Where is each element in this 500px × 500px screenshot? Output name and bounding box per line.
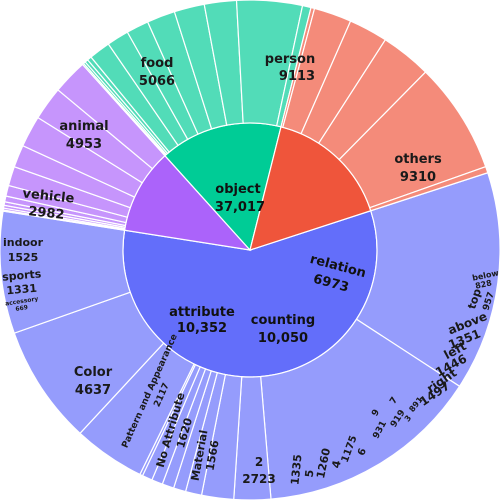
value-count-2: 2723 (242, 472, 275, 486)
label-count-5: 5 (303, 469, 317, 478)
value-material: 1566 (203, 439, 221, 472)
label-others: others (394, 152, 442, 167)
label-color: Color (74, 365, 113, 380)
value-accessory: 669 (15, 304, 28, 313)
value-count-4: 1260 (314, 447, 333, 480)
value-vehicle: 2982 (28, 204, 66, 223)
label-vehicle: vehicle (22, 186, 75, 206)
value-person: 9113 (279, 69, 315, 84)
label-food: food (141, 56, 174, 71)
value-food: 5066 (139, 74, 175, 89)
value-counting: 10,050 (258, 331, 308, 346)
label-count-2: 2 (255, 455, 263, 469)
label-count-3: 3 (403, 413, 414, 423)
label-object: object (215, 182, 260, 197)
label-sports: sports (2, 267, 43, 283)
label-count-4: 4 (329, 459, 343, 470)
value-count-5: 1335 (288, 454, 304, 486)
label-count-6: 6 (356, 447, 369, 457)
label-top: top (465, 287, 484, 311)
label-count-7: 7 (388, 396, 400, 407)
value-animal: 4953 (66, 137, 102, 152)
label-attribute: attribute (169, 305, 235, 320)
label-animal: animal (59, 119, 108, 134)
value-others: 9310 (400, 170, 436, 185)
label-person: person (265, 52, 315, 67)
value-sports: 1331 (6, 282, 38, 298)
value-object: 37,017 (215, 200, 265, 215)
value-indoor: 1525 (8, 251, 39, 264)
segment-attribute-minor-5 (368, 165, 489, 212)
value-color: 4637 (75, 383, 111, 398)
value-attribute: 10,352 (177, 321, 227, 336)
label-count-9: 9 (370, 408, 382, 418)
segment-object-others (260, 318, 461, 500)
value-below: 828 (474, 278, 493, 290)
label-counting: counting (251, 313, 315, 328)
label-indoor: indoor (3, 236, 44, 249)
